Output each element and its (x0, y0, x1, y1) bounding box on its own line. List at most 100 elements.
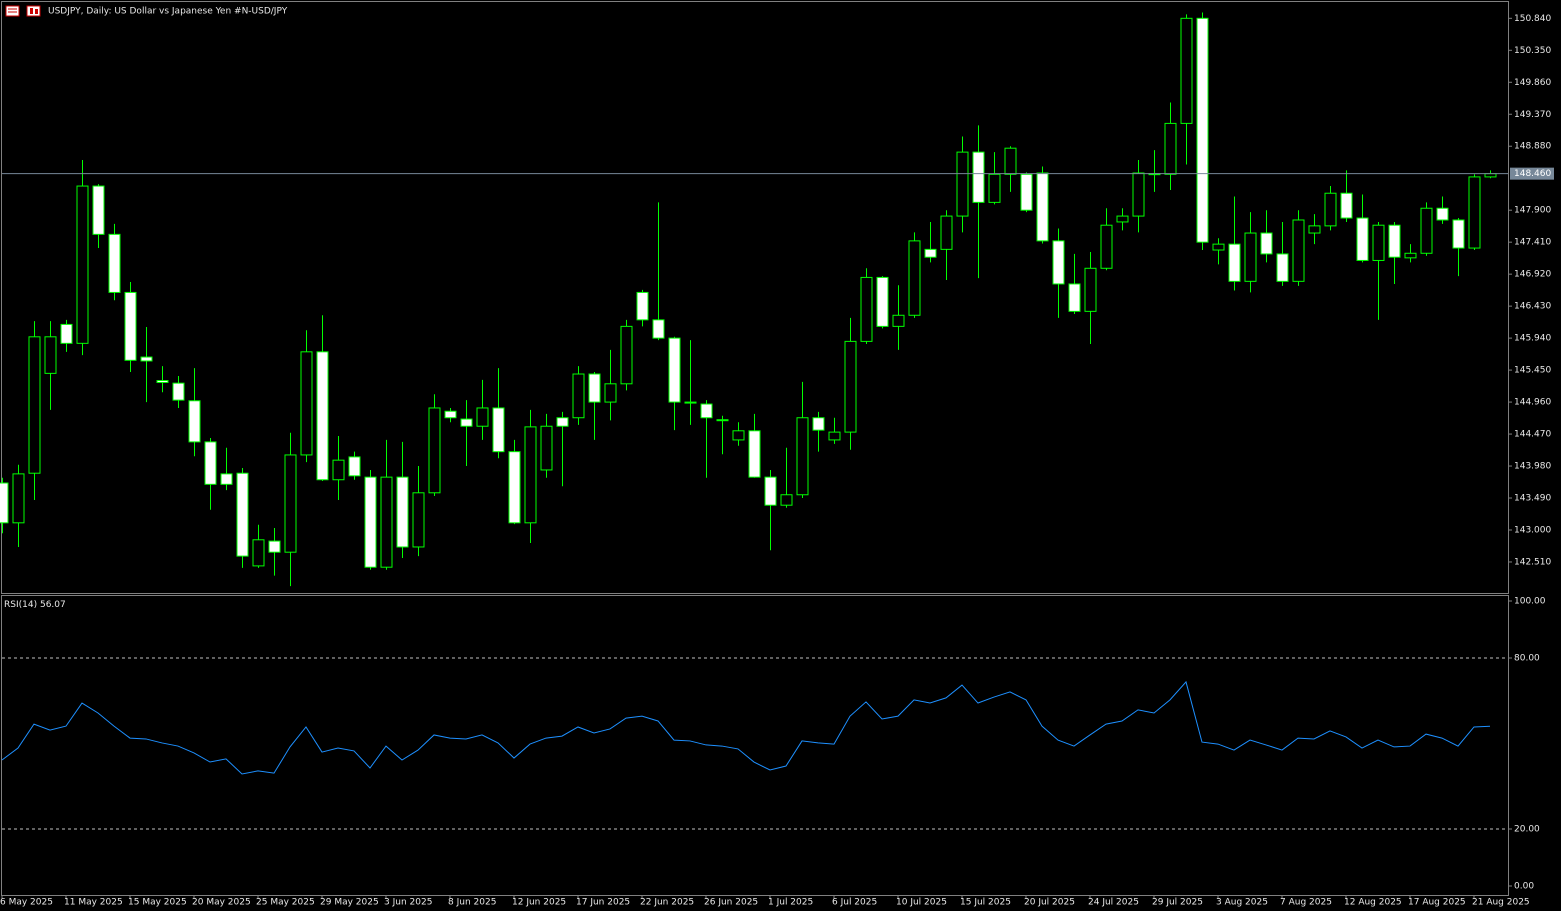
candle-body (684, 401, 697, 404)
x-tick-label: 20 Jul 2025 (1024, 898, 1075, 908)
candle-body (940, 215, 953, 250)
candle-body (860, 276, 873, 342)
candle-body (252, 539, 265, 567)
candle-body (732, 430, 745, 441)
candle-body (1292, 219, 1305, 282)
chart-title: USDJPY, Daily: US Dollar vs Japanese Yen… (48, 7, 288, 17)
candle-body (172, 382, 185, 401)
candle-body (1180, 17, 1193, 124)
candle-body (1340, 192, 1353, 219)
candle-body (620, 325, 633, 385)
candle-body (1228, 243, 1241, 282)
candle-body (108, 233, 121, 293)
candle-body (1372, 224, 1385, 261)
y-tick-label: 147.410 (1514, 238, 1551, 248)
candle-body (220, 473, 233, 485)
candle-body (156, 380, 169, 383)
candle-body (476, 407, 489, 427)
candle-body (972, 151, 985, 203)
y-tick-label: 144.960 (1514, 398, 1551, 408)
x-tick-label: 8 Jun 2025 (448, 898, 496, 908)
candle-body (316, 351, 329, 481)
x-tick-label: 3 Jun 2025 (384, 898, 432, 908)
symbol-icons (5, 5, 41, 17)
x-tick-label: 7 Aug 2025 (1280, 898, 1332, 908)
current-price-label: 148.460 (1514, 169, 1551, 179)
candle-body (572, 373, 585, 419)
x-tick-label: 21 Aug 2025 (1472, 898, 1530, 908)
candle-body (908, 240, 921, 316)
candle-body (1356, 217, 1369, 261)
x-tick-label: 29 Jul 2025 (1152, 898, 1203, 908)
x-tick-label: 1 Jul 2025 (768, 898, 813, 908)
candle-body (876, 276, 889, 327)
candle-body (668, 337, 681, 403)
candle-body (460, 418, 473, 427)
x-tick-label: 17 Aug 2025 (1408, 898, 1466, 908)
candle-body (1244, 232, 1257, 282)
candle-body (1036, 172, 1049, 242)
candle-body (0, 482, 9, 524)
y-tick-label: 145.940 (1514, 334, 1551, 344)
candle-body (812, 417, 825, 431)
y-tick-label: 147.900 (1514, 206, 1551, 216)
candle-body (780, 494, 793, 506)
y-tick-label: 150.840 (1514, 14, 1551, 24)
y-tick-label: 146.430 (1514, 302, 1551, 312)
y-tick-label: 143.000 (1514, 525, 1551, 535)
candle-body (556, 417, 569, 427)
candle-body (1452, 219, 1465, 249)
x-tick-label: 3 Aug 2025 (1216, 898, 1268, 908)
candle-body (924, 248, 937, 258)
y-tick-label: 143.490 (1514, 494, 1551, 504)
candle-body (892, 314, 905, 327)
x-tick-label: 25 May 2025 (256, 898, 315, 908)
x-tick-label: 6 May 2025 (0, 898, 53, 908)
candle-body (332, 459, 345, 481)
y-tick-label: 149.860 (1514, 78, 1551, 88)
candle-body (76, 185, 89, 344)
x-tick-label: 11 May 2025 (64, 898, 123, 908)
candle-body (396, 476, 409, 548)
candle-body (748, 430, 761, 478)
candle-body (1436, 207, 1449, 221)
candle-body (364, 476, 377, 568)
candle-body (1404, 252, 1417, 259)
candle-body (492, 407, 505, 453)
candle-body (588, 373, 601, 403)
rsi-name: RSI(14) (4, 600, 37, 610)
candle-body (348, 456, 361, 477)
candle-body (44, 336, 57, 374)
candle-body (1308, 225, 1321, 234)
candle-body (1196, 17, 1209, 243)
y-tick-label: 149.370 (1514, 110, 1551, 120)
y-tick-label: 20.00 (1514, 825, 1540, 835)
x-tick-label: 17 Jun 2025 (576, 898, 630, 908)
x-tick-label: 12 Aug 2025 (1344, 898, 1402, 908)
y-tick-label: 143.980 (1514, 462, 1551, 472)
candle-body (124, 291, 137, 361)
candle-body (60, 323, 73, 344)
candle-body (764, 476, 777, 506)
candle-body (188, 400, 201, 443)
candle-body (444, 410, 457, 419)
x-tick-label: 10 Jul 2025 (896, 898, 947, 908)
candle-body (604, 383, 617, 403)
y-tick-label: 142.510 (1514, 557, 1551, 567)
candle-body (1052, 240, 1065, 285)
x-tick-label: 29 May 2025 (320, 898, 379, 908)
candle-body (1388, 224, 1401, 258)
candle-body (828, 431, 841, 441)
candle-body (508, 451, 521, 524)
candle-body (636, 291, 649, 321)
candle-body (300, 351, 313, 456)
y-tick-label: 150.350 (1514, 46, 1551, 56)
x-tick-label: 22 Jun 2025 (640, 898, 694, 908)
candle-body (956, 151, 969, 217)
candle-body (1116, 215, 1129, 223)
candle-body (204, 441, 217, 485)
candle-body (988, 173, 1001, 203)
candle-body (1260, 232, 1273, 255)
rsi-value: 56.07 (40, 600, 66, 610)
